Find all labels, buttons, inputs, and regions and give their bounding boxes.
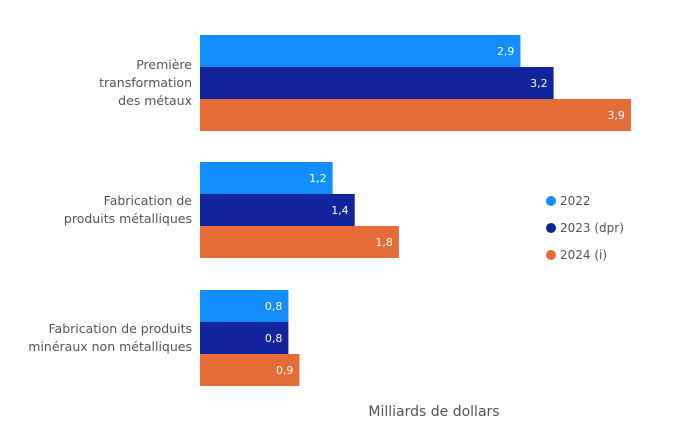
bars	[200, 35, 631, 386]
category-label: minéraux non métalliques	[28, 339, 192, 354]
category-label: Fabrication de produits	[49, 321, 193, 336]
legend: 2022 2023 (dpr) 2024 (i)	[546, 194, 624, 262]
value-labels: 2,9 3,2 3,9 1,2 1,4 1,8 0,8 0,8 0,9	[265, 45, 625, 377]
bar-2023[interactable]	[200, 322, 289, 354]
data-label: 0,8	[265, 332, 283, 345]
data-label: 3,9	[607, 109, 625, 122]
bar-2022[interactable]	[200, 35, 521, 67]
legend-label: 2024 (i)	[560, 248, 607, 262]
x-axis-title: Milliards de dollars	[368, 404, 499, 420]
category-label: Fabrication de	[104, 193, 193, 208]
bar-2022[interactable]	[200, 162, 333, 194]
legend-marker	[546, 223, 556, 233]
data-label: 1,4	[331, 204, 349, 217]
bar-2022[interactable]	[200, 290, 289, 322]
data-label: 1,2	[309, 172, 327, 185]
category-label: transformation	[99, 75, 192, 90]
legend-marker	[546, 250, 556, 260]
data-label: 0,9	[276, 364, 294, 377]
category-label: Première	[136, 57, 192, 72]
bar-2023[interactable]	[200, 67, 554, 99]
category-label: des métaux	[118, 93, 192, 108]
data-label: 2,9	[497, 45, 515, 58]
bar-2024[interactable]	[200, 354, 300, 386]
data-label: 1,8	[375, 236, 393, 249]
legend-label: 2023 (dpr)	[560, 221, 624, 235]
data-label: 3,2	[530, 77, 548, 90]
category-labels: Première transformation des métaux Fabricat…	[28, 57, 192, 354]
category-label: produits métalliques	[64, 211, 192, 226]
legend-marker	[546, 196, 556, 206]
data-label: 0,8	[265, 300, 283, 313]
bar-2023[interactable]	[200, 194, 355, 226]
bar-2024[interactable]	[200, 99, 631, 131]
legend-label: 2022	[560, 194, 591, 208]
bar-2024[interactable]	[200, 226, 399, 258]
